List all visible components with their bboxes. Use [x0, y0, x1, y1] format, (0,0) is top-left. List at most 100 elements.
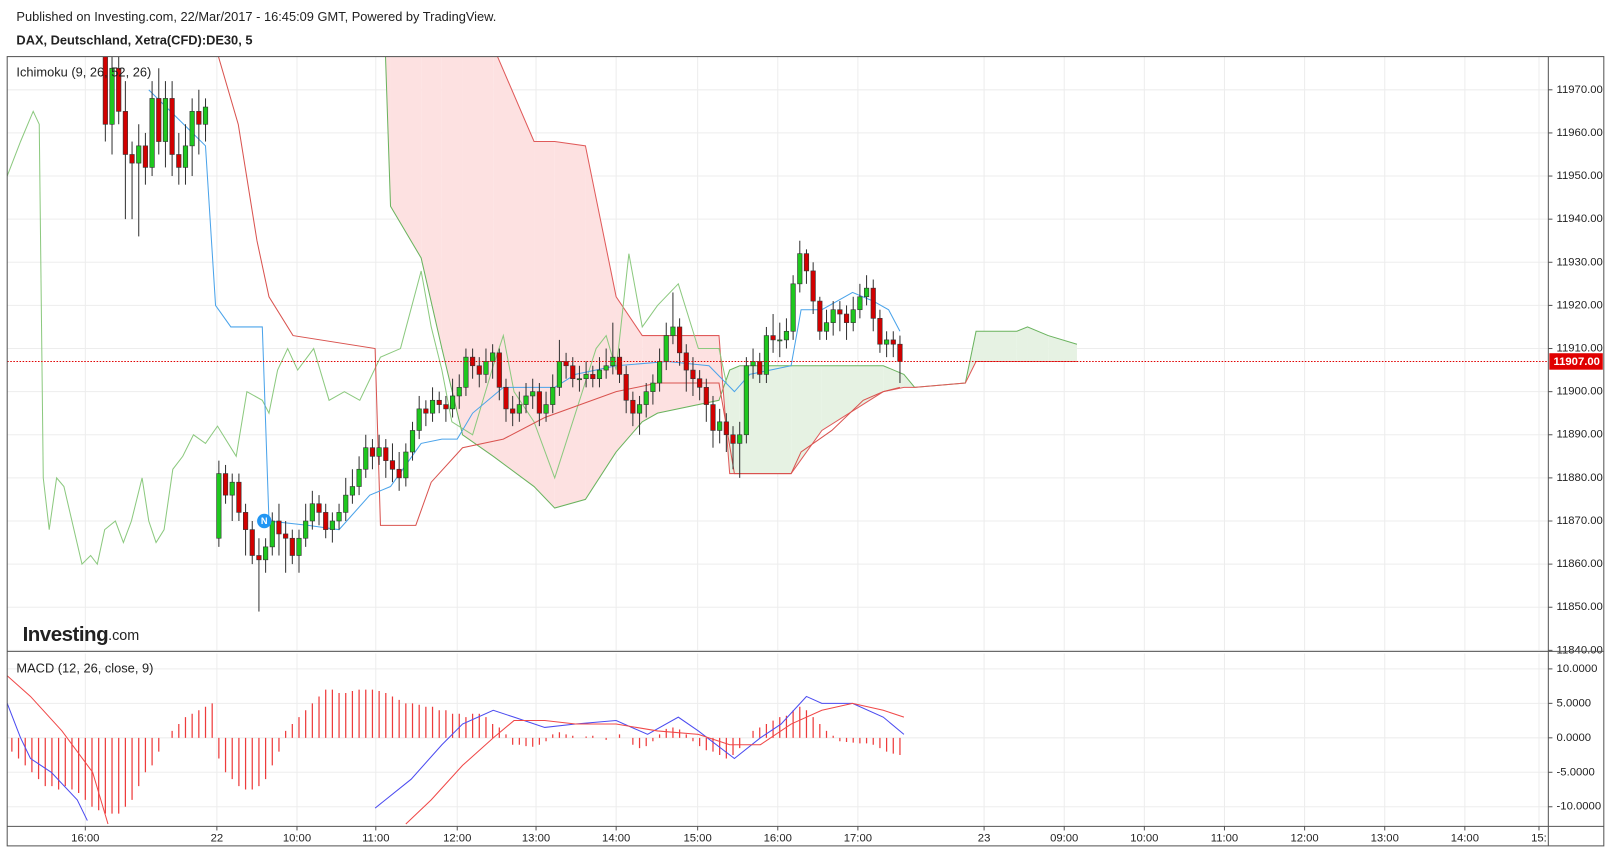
candle-body	[216, 473, 222, 539]
y-tick-label: 11970.00	[1557, 84, 1603, 96]
x-tick-label: 16:00	[71, 833, 99, 845]
cloud	[441, 56, 463, 435]
candle-body	[576, 378, 583, 381]
candle-body	[777, 339, 783, 342]
candle-body	[443, 404, 449, 410]
candle-body	[730, 434, 736, 444]
candle-body	[803, 253, 810, 272]
macd-pane	[7, 675, 905, 825]
candle-body	[677, 326, 683, 354]
cloud	[739, 365, 792, 474]
candle-body	[316, 503, 322, 513]
candle-body	[670, 326, 676, 336]
candle-body	[129, 154, 135, 164]
candle-body	[436, 399, 442, 405]
candle-body	[717, 421, 723, 431]
candle-body	[823, 322, 830, 332]
indicator-line	[148, 89, 901, 531]
candle-body	[616, 356, 623, 375]
candle-body	[156, 98, 162, 142]
price-pane: N	[7, 56, 1549, 612]
cloud	[493, 56, 535, 487]
cloud	[976, 331, 1017, 362]
candle-body	[790, 283, 796, 332]
candle-body	[450, 395, 456, 410]
candle-body	[770, 335, 776, 341]
lead-line	[384, 56, 1078, 509]
candle-body	[456, 387, 462, 397]
x-tick-label: 17:00	[844, 833, 872, 845]
candle-body	[176, 154, 182, 168]
candle-body	[523, 395, 529, 405]
candle-body	[476, 365, 482, 375]
candle-body	[329, 520, 335, 530]
cloud	[1027, 326, 1049, 362]
x-tick-label: 23	[978, 833, 991, 845]
candle-body	[737, 434, 743, 444]
candle-body	[323, 512, 329, 530]
y-tick-label: 11840.00	[1557, 644, 1603, 656]
candle-body	[543, 404, 549, 414]
candle-body	[416, 408, 422, 431]
candle-body	[289, 537, 295, 556]
candle-body	[863, 287, 870, 298]
candle-body	[236, 481, 242, 513]
y-tick-label: 10.0000	[1557, 663, 1598, 675]
x-tick-label: 11:00	[362, 833, 389, 845]
candle-body	[563, 361, 569, 367]
logo-suffix: .com	[108, 628, 139, 644]
candle-body	[857, 296, 863, 311]
candle-body	[797, 253, 803, 285]
candle-body	[136, 145, 142, 164]
candle-body	[116, 67, 122, 112]
candle-body	[884, 339, 890, 345]
cloud	[791, 365, 822, 474]
x-tick-label: 10:00	[283, 833, 311, 845]
candle-body	[630, 399, 636, 414]
candle-body	[349, 486, 355, 496]
candle-body	[503, 387, 509, 410]
candle-body	[182, 145, 189, 168]
candle-body	[122, 111, 128, 155]
x-tick-label: 10:00	[1130, 833, 1158, 845]
y-tick-label: 11850.00	[1557, 601, 1603, 613]
y-tick-label: 5.0000	[1557, 697, 1592, 709]
last-price-badge	[1549, 353, 1603, 370]
symbol-title: DAX, Deutschland, Xetra(CFD):DE30, 5	[16, 33, 252, 48]
cloud	[883, 365, 904, 392]
x-tick-label: 15:00	[684, 833, 712, 845]
cloud	[642, 335, 658, 422]
candle-body	[570, 365, 576, 380]
candle-body	[189, 111, 195, 147]
candle-body	[149, 98, 155, 168]
indicator-line	[217, 56, 901, 526]
candle-body	[636, 404, 643, 414]
candle-body	[603, 365, 609, 371]
candle-body	[583, 374, 589, 380]
candle-body	[396, 468, 402, 479]
candle-body	[757, 361, 763, 375]
candle-body	[403, 451, 409, 479]
candle-body	[376, 447, 382, 457]
x-tick-label: 16:00	[764, 833, 792, 845]
candle-body	[303, 520, 309, 539]
cloud	[821, 365, 884, 431]
y-tick-label: 11880.00	[1557, 472, 1603, 484]
y-tick-label: 11870.00	[1557, 515, 1603, 527]
candle-body	[657, 361, 663, 384]
published-note: Published on Investing.com, 22/Mar/2017 …	[16, 9, 496, 24]
candle-body	[590, 374, 596, 380]
candle-body	[783, 330, 790, 341]
candle-body	[336, 512, 342, 522]
y-tick-label: 11930.00	[1557, 256, 1603, 268]
frame	[6, 56, 1605, 847]
candle-body	[877, 318, 883, 345]
x-tick-label: 13:00	[522, 833, 550, 845]
news-marker	[257, 513, 272, 529]
candle-body	[690, 369, 696, 380]
candle-body	[296, 537, 302, 556]
candle-body	[850, 309, 856, 323]
candle-body	[530, 391, 536, 397]
candle-body	[703, 387, 709, 405]
candle-body	[536, 391, 542, 414]
